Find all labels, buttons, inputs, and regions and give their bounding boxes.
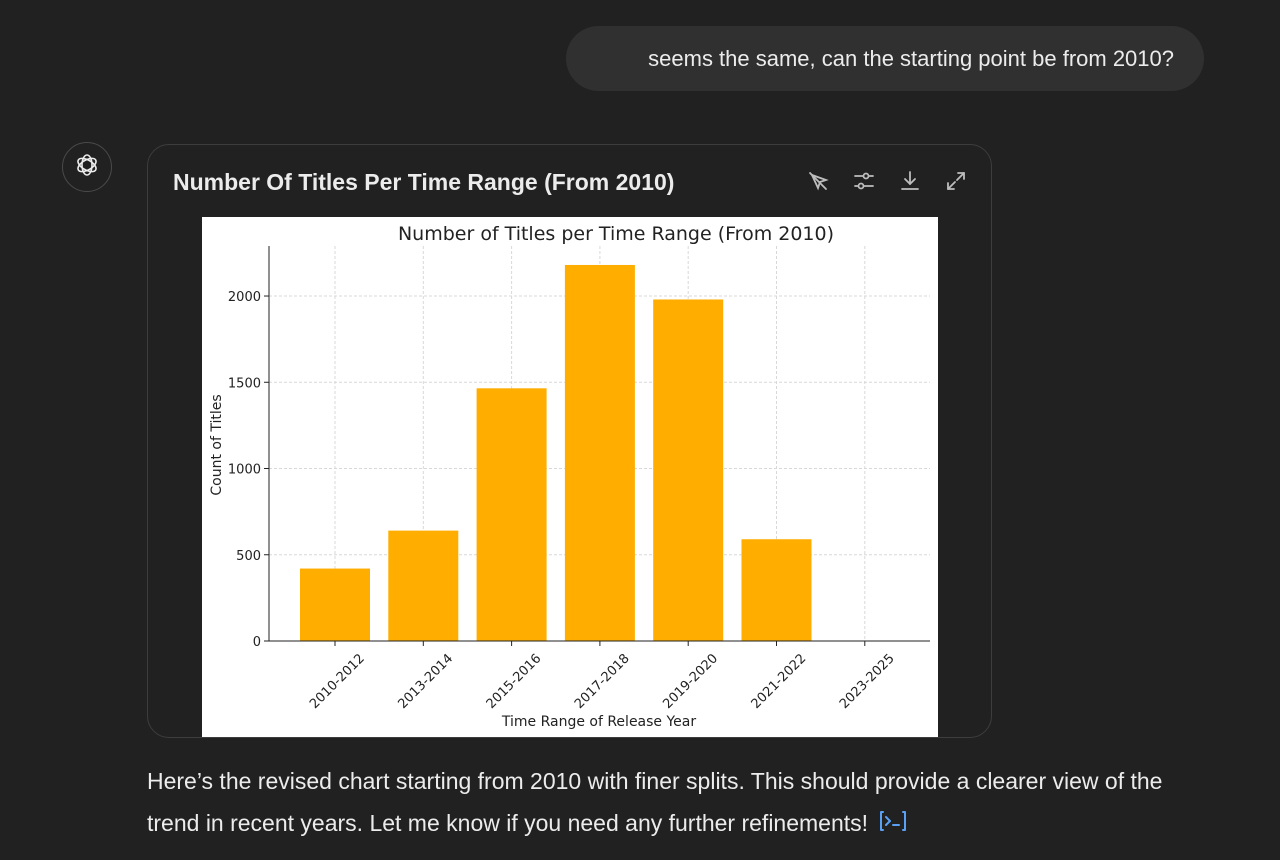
bar-chart: Number of Titles per Time Range (From 20… — [209, 223, 930, 730]
chart-image: Number of Titles per Time Range (From 20… — [202, 217, 938, 737]
y-tick-label: 0 — [253, 635, 261, 650]
y-axis-label: Count of Titles — [209, 394, 225, 495]
y-tick-label: 2000 — [228, 290, 261, 305]
x-tick-label: 2015-2016 — [484, 651, 545, 712]
bar-2017-2018 — [564, 264, 635, 641]
y-tick-label: 1500 — [228, 376, 261, 391]
bar-2015-2016 — [476, 388, 547, 641]
bar-2013-2014 — [388, 530, 459, 641]
bar-2021-2022 — [741, 539, 812, 641]
user-message-bubble: seems the same, can the starting point b… — [566, 26, 1204, 91]
interactive-toggle-icon — [806, 169, 830, 198]
bar-2019-2020 — [653, 299, 724, 641]
bar-2010-2012 — [300, 568, 370, 641]
x-axis-label: Time Range of Release Year — [501, 714, 697, 730]
user-message-text: seems the same, can the starting point b… — [648, 45, 1174, 71]
x-tick-label: 2017-2018 — [572, 651, 633, 712]
chart-card-title: Number Of Titles Per Time Range (From 20… — [173, 169, 675, 195]
y-tick-label: 500 — [236, 549, 261, 564]
download-icon — [898, 169, 922, 198]
chart-settings-button[interactable] — [846, 165, 882, 201]
expand-button[interactable] — [938, 165, 974, 201]
x-tick-label: 2021-2022 — [749, 651, 810, 712]
download-button[interactable] — [892, 165, 928, 201]
assistant-message-text: Here’s the revised chart starting from 2… — [147, 768, 1163, 836]
chart-card: Number Of Titles Per Time Range (From 20… — [147, 144, 992, 738]
x-tick-label: 2023-2025 — [837, 651, 898, 712]
openai-logo-icon — [73, 151, 101, 184]
x-tick-label: 2013-2014 — [395, 651, 456, 712]
expand-icon — [944, 169, 968, 198]
code-source-icon[interactable] — [878, 804, 908, 846]
y-tick-label: 1000 — [228, 463, 261, 478]
x-tick-label: 2019-2020 — [660, 651, 721, 712]
chart-title: Number of Titles per Time Range (From 20… — [398, 223, 834, 245]
assistant-avatar — [62, 142, 112, 192]
sliders-icon — [852, 169, 876, 198]
chart-toolbar — [800, 165, 974, 201]
interactive-toggle-button[interactable] — [800, 165, 836, 201]
assistant-message: Here’s the revised chart starting from 2… — [147, 760, 1207, 846]
x-tick-label: 2010-2012 — [307, 651, 368, 712]
